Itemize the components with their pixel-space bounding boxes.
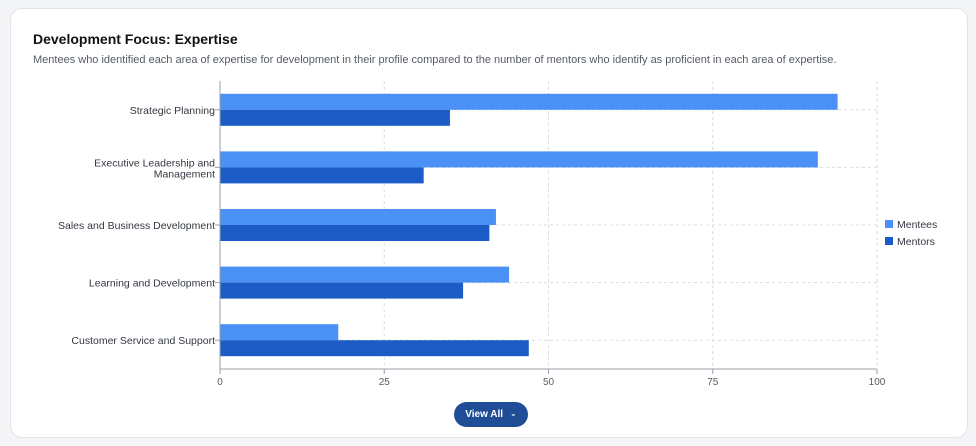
bar-mentors: [220, 225, 490, 241]
x-tick-label: 100: [869, 377, 886, 388]
chart-axes: 0 25 50 75 100 Strategic Planning Executive Le…: [58, 81, 886, 388]
chart-bars: [220, 93, 838, 357]
y-category-label: Sales and Business Development: [58, 220, 215, 232]
x-tick-label: 25: [379, 377, 391, 388]
bar-mentees: [220, 324, 339, 341]
bar-mentees: [220, 151, 818, 168]
y-category-label: Executive Leadership and Management: [94, 157, 215, 180]
chart-card: Development Focus: Expertise Mentees who…: [10, 8, 968, 438]
bar-mentors: [220, 282, 464, 299]
bar-mentors: [220, 340, 529, 357]
x-tick-label: 0: [217, 377, 223, 388]
x-tick-label: 50: [543, 377, 555, 388]
chart-legend[interactable]: Mentees Mentors: [885, 219, 937, 248]
legend-swatch-mentors: [885, 237, 893, 245]
bar-mentors: [220, 167, 424, 184]
legend-label-mentees: Mentees: [897, 219, 937, 231]
bar-mentees: [220, 93, 838, 110]
chart-title: Development Focus: Expertise: [33, 31, 238, 47]
bar-mentees: [220, 209, 496, 225]
y-category-label: Customer Service and Support: [71, 335, 215, 347]
bar-mentors: [220, 109, 450, 126]
chart-subtitle: Mentees who identified each area of expe…: [33, 54, 837, 66]
bar-chart: 0 25 50 75 100 Strategic Planning Executive Le…: [58, 81, 937, 388]
y-category-label: Strategic Planning: [130, 105, 215, 117]
x-tick-label: 75: [707, 377, 719, 388]
view-all-label: View All: [465, 409, 504, 420]
bar-mentees: [220, 266, 510, 283]
chevron-down-icon: ⌄: [510, 408, 517, 418]
view-all-button[interactable]: View All ⌄: [454, 402, 528, 427]
y-category-label: Learning and Development: [89, 278, 215, 290]
legend-label-mentors: Mentors: [897, 236, 935, 248]
legend-swatch-mentees: [885, 220, 893, 228]
